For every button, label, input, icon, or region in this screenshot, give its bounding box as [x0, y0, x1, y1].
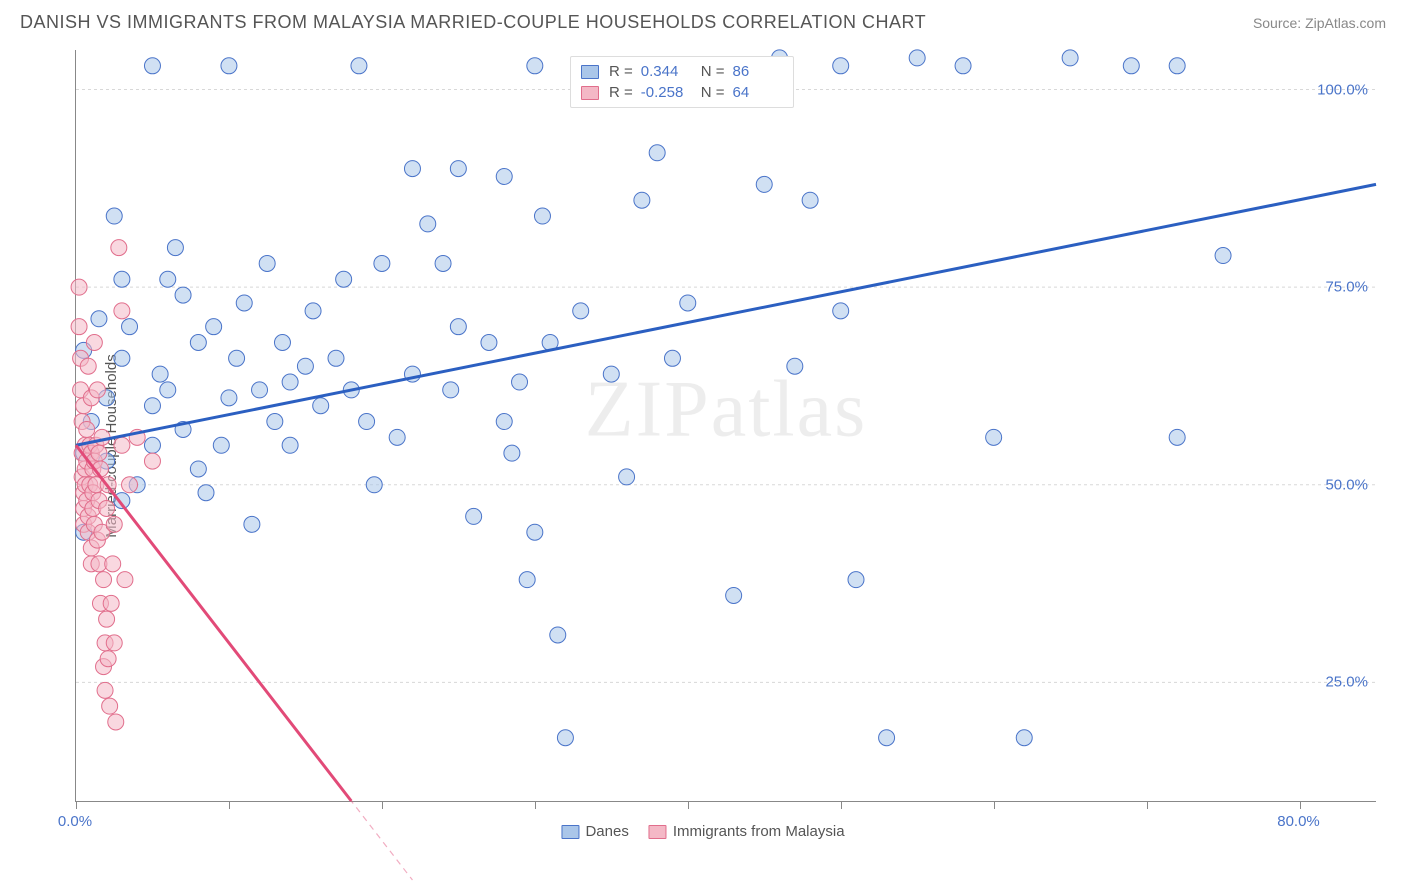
source-label: Source: — [1253, 15, 1305, 31]
x-tick — [229, 801, 230, 809]
x-tick — [1147, 801, 1148, 809]
stats-row-danes: R = 0.344 N = 86 — [581, 61, 783, 82]
x-tick — [841, 801, 842, 809]
x-tick-label: 0.0% — [58, 813, 92, 830]
swatch-danes — [581, 65, 599, 79]
legend-item-malaysia: Immigrants from Malaysia — [649, 823, 845, 840]
x-tick — [382, 801, 383, 809]
legend-swatch-danes — [561, 825, 579, 839]
legend-label-malaysia: Immigrants from Malaysia — [673, 823, 845, 840]
legend-item-danes: Danes — [561, 823, 628, 840]
n-value-danes: 86 — [733, 63, 783, 80]
trend-line — [76, 445, 351, 801]
legend: Danes Immigrants from Malaysia — [561, 823, 844, 840]
trend-line — [76, 184, 1376, 445]
r-value-malaysia: -0.258 — [641, 84, 691, 101]
trendlines-layer — [76, 50, 1376, 801]
x-tick — [688, 801, 689, 809]
plot-area: ZIPatlas R = 0.344 N = 86 R = -0.258 N =… — [75, 50, 1376, 802]
correlation-stats-box: R = 0.344 N = 86 R = -0.258 N = 64 — [570, 56, 794, 108]
x-tick — [1300, 801, 1301, 809]
stats-row-malaysia: R = -0.258 N = 64 — [581, 82, 783, 103]
x-tick — [76, 801, 77, 809]
r-label: R = — [609, 63, 633, 80]
n-label: N = — [701, 63, 725, 80]
r-label: R = — [609, 84, 633, 101]
legend-label-danes: Danes — [585, 823, 628, 840]
swatch-malaysia — [581, 86, 599, 100]
source-link[interactable]: ZipAtlas.com — [1305, 15, 1386, 31]
n-label: N = — [701, 84, 725, 101]
x-tick — [994, 801, 995, 809]
legend-swatch-malaysia — [649, 825, 667, 839]
n-value-malaysia: 64 — [733, 84, 783, 101]
x-tick — [535, 801, 536, 809]
x-tick-label: 80.0% — [1277, 813, 1320, 830]
chart-container: Married-couple Households ZIPatlas R = 0… — [20, 50, 1386, 842]
source-attribution: Source: ZipAtlas.com — [1253, 15, 1386, 31]
r-value-danes: 0.344 — [641, 63, 691, 80]
chart-title: DANISH VS IMMIGRANTS FROM MALAYSIA MARRI… — [20, 12, 926, 33]
